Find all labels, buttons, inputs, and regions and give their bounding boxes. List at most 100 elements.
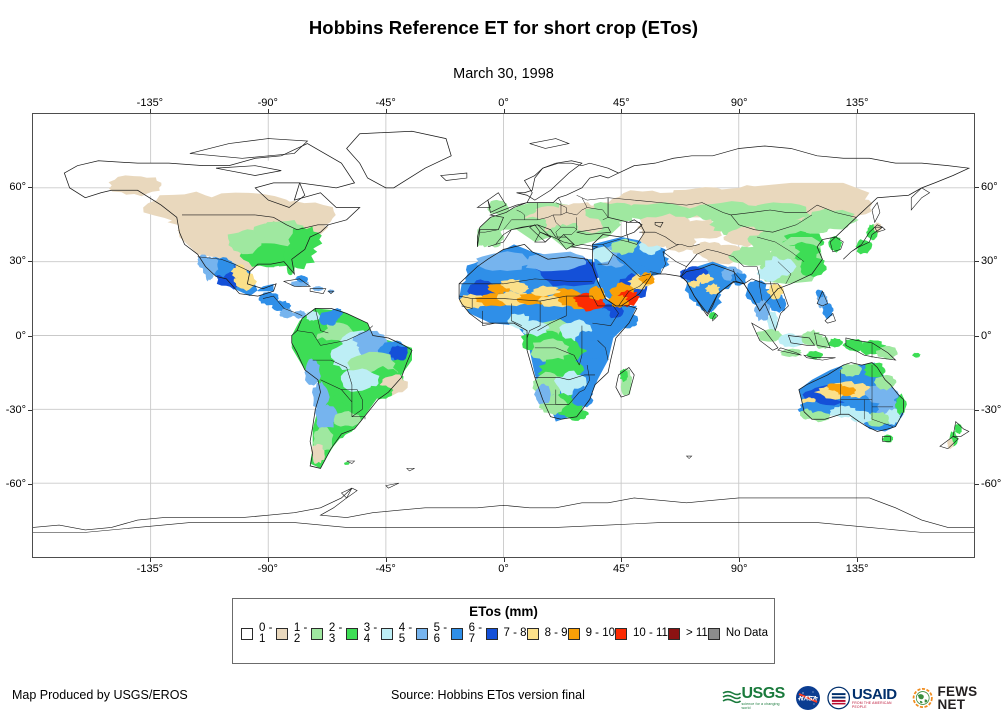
et-class-patch <box>618 312 639 329</box>
et-class-patch <box>728 246 774 266</box>
et-class-patch <box>947 438 954 449</box>
map-coastline <box>340 487 358 499</box>
y-axis-tick-label: 30° <box>9 255 26 268</box>
legend-label: 5 - 6 <box>433 621 448 645</box>
axis-tick-mark <box>267 109 269 113</box>
et-class-patch <box>695 272 715 284</box>
map-coastline <box>756 236 805 262</box>
legend-label: 6 - 7 <box>468 621 483 645</box>
legend-item: 0 - 1 <box>241 622 276 645</box>
legend-swatch <box>380 628 393 640</box>
axis-tick-mark <box>149 109 151 113</box>
x-axis-tick-label: -135° <box>136 97 164 109</box>
map-coastline <box>511 303 522 326</box>
usgs-wave-icon <box>722 690 742 704</box>
legend-label: 4 - 5 <box>398 621 413 645</box>
fewsnet-logo: FEWS NET <box>912 684 1007 711</box>
et-class-patch <box>388 345 408 361</box>
x-axis-tick-label: -45° <box>375 97 396 109</box>
fewsnet-globe-icon <box>912 687 933 709</box>
et-class-patch <box>476 251 532 271</box>
usgs-logo-tagline: science for a changing world <box>741 701 780 710</box>
map-plot-area[interactable] <box>32 113 975 558</box>
legend-label: No Data <box>725 627 768 640</box>
map-coastline <box>557 234 575 250</box>
et-class-patch <box>593 246 614 263</box>
usaid-logo-tagline: FROM THE AMERICAN PEOPLE <box>851 701 892 709</box>
x-axis-tick-label: 0° <box>498 97 509 109</box>
map-coastline <box>385 482 400 489</box>
et-class-patch <box>704 283 721 295</box>
legend-title: ETos (mm) <box>469 604 538 619</box>
et-class-patch <box>286 258 296 276</box>
map-coastline <box>197 256 251 272</box>
map-coastline <box>730 214 813 233</box>
et-class-patch <box>786 241 821 262</box>
map-coastline <box>798 362 904 432</box>
world-et-raster-map <box>33 114 974 557</box>
legend-swatch <box>450 628 463 640</box>
map-coastline <box>487 192 507 213</box>
map-coastline <box>558 197 562 215</box>
nasa-logo: NASA <box>795 685 821 711</box>
usaid-logo: USAID FROM THE AMERICAN PEOPLE <box>826 685 907 711</box>
map-coastline <box>566 195 588 216</box>
map-coastline <box>312 359 353 402</box>
legend-items: 0 - 1 1 - 2 2 - 3 3 - 4 4 - 5 5 - 6 6 - 7 7 - 8… <box>241 621 768 645</box>
map-coastline <box>871 201 881 224</box>
x-axis-tick-label: 90° <box>730 97 748 109</box>
legend-swatch <box>415 628 428 640</box>
axis-tick-mark <box>385 558 387 562</box>
axis-tick-mark <box>503 558 505 562</box>
axis-tick-mark <box>739 558 741 562</box>
legend-swatch <box>526 628 539 640</box>
et-class-patch <box>873 374 897 391</box>
map-coastline <box>634 199 857 218</box>
legend-label: 1 - 2 <box>293 621 308 645</box>
et-class-patch <box>756 266 786 282</box>
map-coastline <box>592 145 971 315</box>
et-class-patch <box>895 393 907 416</box>
x-axis-tick-label: -45° <box>375 563 396 575</box>
map-coastline <box>458 244 638 420</box>
legend-item: 10 - 11 <box>615 625 668 643</box>
map-coastline <box>516 209 525 220</box>
map-coastline <box>829 236 844 253</box>
legend-swatch <box>567 628 580 640</box>
et-class-patch <box>534 383 551 405</box>
map-coastline <box>320 379 353 417</box>
footer-produced-by: Map Produced by USGS/EROS <box>12 688 188 702</box>
map-coastline <box>597 254 614 265</box>
et-class-patch <box>863 362 886 378</box>
map-coastline <box>824 312 836 324</box>
et-class-patch <box>864 384 899 405</box>
nasa-meatball-icon: NASA <box>795 686 820 710</box>
et-class-patch <box>813 336 830 350</box>
map-coastline <box>33 487 974 531</box>
map-coastline <box>707 249 758 267</box>
axis-tick-mark <box>621 558 623 562</box>
legend-item: 3 - 4 <box>345 622 381 645</box>
legend-swatch <box>241 628 253 640</box>
et-class-patch <box>771 244 801 261</box>
axis-tick-mark <box>267 558 269 562</box>
axis-tick-mark <box>28 409 32 411</box>
axis-tick-mark <box>28 335 32 337</box>
map-coastline <box>346 460 356 464</box>
map-coastline <box>756 266 763 302</box>
map-coastline <box>262 295 303 317</box>
map-coastline <box>615 366 635 398</box>
et-class-patch <box>585 339 605 359</box>
et-class-patch <box>340 368 380 392</box>
et-class-patch <box>294 275 309 283</box>
map-coastline <box>282 278 312 287</box>
legend-item: > 11 <box>667 625 708 643</box>
page-title: Hobbins Reference ET for short crop (ETo… <box>308 17 699 38</box>
legend-item: No Data <box>707 625 768 643</box>
map-coastline <box>769 281 781 309</box>
usaid-logo-text: USAID <box>851 686 897 704</box>
legend-swatch <box>667 628 680 640</box>
map-coastline <box>255 214 329 230</box>
et-class-patch <box>884 408 902 426</box>
map-coastline <box>592 295 619 326</box>
